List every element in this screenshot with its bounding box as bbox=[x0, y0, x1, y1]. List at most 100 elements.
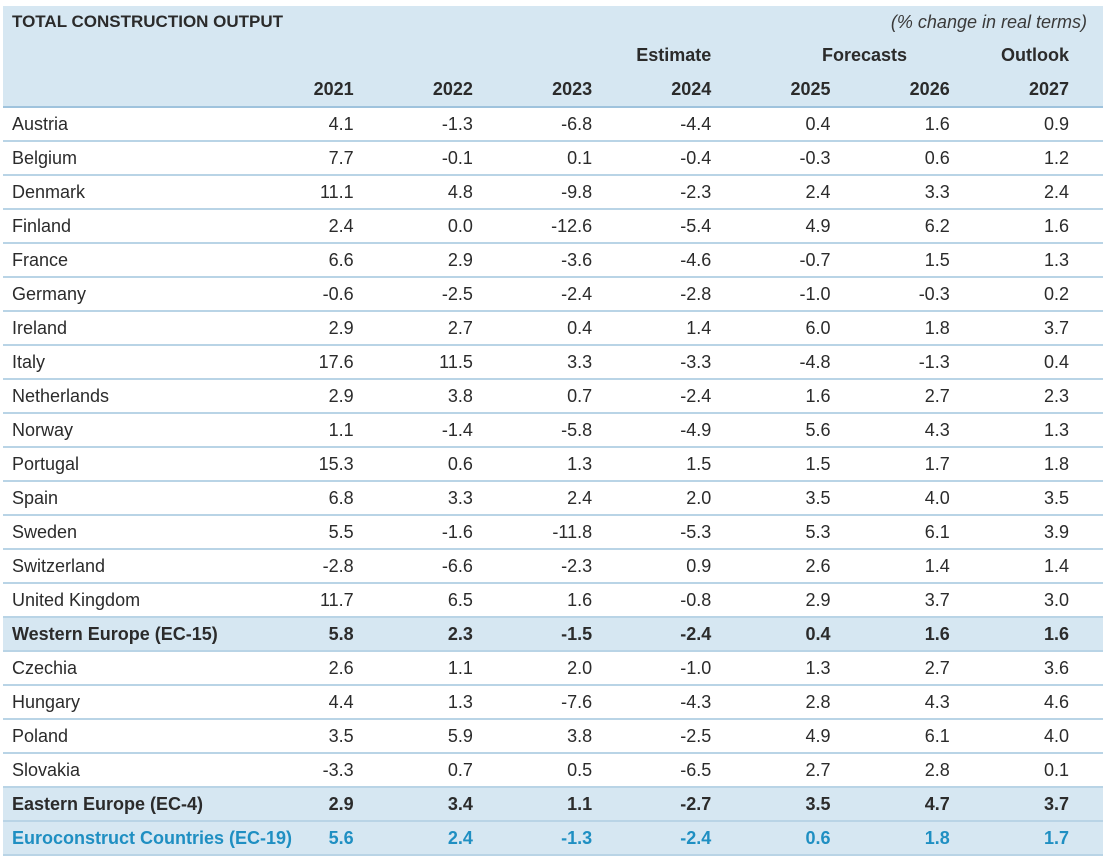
value-cell: -2.3 bbox=[626, 175, 746, 210]
value-cell: -0.6 bbox=[268, 277, 388, 312]
value-cell: -6.5 bbox=[626, 753, 746, 788]
value-cell: 11.5 bbox=[387, 345, 507, 380]
value-cell: 0.6 bbox=[745, 821, 865, 856]
row-label: Netherlands bbox=[3, 379, 269, 414]
value-cell: 3.0 bbox=[983, 583, 1103, 618]
row-label: Sweden bbox=[3, 515, 269, 550]
value-cell: -11.8 bbox=[506, 515, 627, 550]
country-row: Finland 2.4 0.0 -12.6 -5.4 4.9 6.2 1.6 bbox=[3, 209, 1103, 244]
value-cell: 2.7 bbox=[387, 311, 507, 346]
value-cell: 5.8 bbox=[268, 617, 388, 652]
value-cell: 5.6 bbox=[268, 821, 388, 856]
value-cell: 6.5 bbox=[387, 583, 507, 618]
country-row: United Kingdom 11.7 6.5 1.6 -0.8 2.9 3.7 3.0 bbox=[3, 583, 1103, 618]
value-cell: 3.4 bbox=[387, 787, 507, 822]
value-cell: 0.4 bbox=[983, 345, 1103, 380]
value-cell: -12.6 bbox=[506, 209, 627, 244]
value-cell: 2.9 bbox=[387, 243, 507, 278]
value-cell: 2.6 bbox=[268, 651, 388, 686]
value-cell: 1.5 bbox=[745, 447, 865, 482]
value-cell: -0.3 bbox=[745, 141, 865, 176]
value-cell: 4.0 bbox=[983, 719, 1103, 754]
row-label: Western Europe (EC-15) bbox=[3, 617, 269, 652]
value-cell: 2.0 bbox=[506, 651, 627, 686]
value-cell: 1.4 bbox=[626, 311, 746, 346]
value-cell: -9.8 bbox=[506, 175, 627, 210]
value-cell: 4.3 bbox=[864, 413, 984, 448]
value-cell: -1.3 bbox=[387, 107, 507, 142]
value-cell: -5.8 bbox=[506, 413, 627, 448]
value-cell: 2.4 bbox=[745, 175, 865, 210]
value-cell: -2.4 bbox=[626, 379, 746, 414]
value-cell: -2.5 bbox=[626, 719, 746, 754]
value-cell: -4.8 bbox=[745, 345, 865, 380]
value-cell: 3.7 bbox=[983, 787, 1103, 822]
country-row: Norway 1.1 -1.4 -5.8 -4.9 5.6 4.3 1.3 bbox=[3, 413, 1103, 448]
group-header-blank bbox=[506, 38, 627, 72]
construction-output-table: TOTAL CONSTRUCTION OUTPUT (% change in r… bbox=[3, 6, 1103, 856]
value-cell: -2.7 bbox=[626, 787, 746, 822]
value-cell: 5.6 bbox=[745, 413, 865, 448]
value-cell: 1.8 bbox=[864, 821, 984, 856]
value-cell: 1.6 bbox=[983, 209, 1103, 244]
country-row: Ireland 2.9 2.7 0.4 1.4 6.0 1.8 3.7 bbox=[3, 311, 1103, 346]
row-label: Finland bbox=[3, 209, 269, 244]
country-row: Netherlands 2.9 3.8 0.7 -2.4 1.6 2.7 2.3 bbox=[3, 379, 1103, 414]
country-row: Slovakia -3.3 0.7 0.5 -6.5 2.7 2.8 0.1 bbox=[3, 753, 1103, 788]
value-cell: -1.0 bbox=[745, 277, 865, 312]
value-cell: 2.3 bbox=[983, 379, 1103, 414]
value-cell: -0.8 bbox=[626, 583, 746, 618]
value-cell: 0.5 bbox=[506, 753, 627, 788]
value-cell: 1.6 bbox=[506, 583, 627, 618]
group-header-blank bbox=[387, 38, 507, 72]
row-label: Hungary bbox=[3, 685, 269, 720]
value-cell: 3.7 bbox=[983, 311, 1103, 346]
construction-output-table-container: TOTAL CONSTRUCTION OUTPUT (% change in r… bbox=[3, 6, 1103, 856]
row-label: Switzerland bbox=[3, 549, 269, 584]
value-cell: -4.4 bbox=[626, 107, 746, 142]
row-label: Portugal bbox=[3, 447, 269, 482]
value-cell: 0.9 bbox=[626, 549, 746, 584]
value-cell: -0.4 bbox=[626, 141, 746, 176]
country-row: Denmark 11.1 4.8 -9.8 -2.3 2.4 3.3 2.4 bbox=[3, 175, 1103, 210]
value-cell: -0.1 bbox=[387, 141, 507, 176]
year-header: 2024 bbox=[626, 72, 746, 108]
value-cell: 1.7 bbox=[983, 821, 1103, 856]
year-header: 2026 bbox=[864, 72, 984, 108]
value-cell: 1.3 bbox=[387, 685, 507, 720]
value-cell: -5.3 bbox=[626, 515, 746, 550]
row-label: Austria bbox=[3, 107, 269, 142]
country-row: Czechia 2.6 1.1 2.0 -1.0 1.3 2.7 3.6 bbox=[3, 651, 1103, 686]
value-cell: 1.5 bbox=[864, 243, 984, 278]
year-header: 2022 bbox=[387, 72, 507, 108]
row-label: United Kingdom bbox=[3, 583, 269, 618]
country-row: Spain 6.8 3.3 2.4 2.0 3.5 4.0 3.5 bbox=[3, 481, 1103, 516]
country-row: Italy 17.6 11.5 3.3 -3.3 -4.8 -1.3 0.4 bbox=[3, 345, 1103, 380]
country-row: Switzerland -2.8 -6.6 -2.3 0.9 2.6 1.4 1.4 bbox=[3, 549, 1103, 584]
country-row: Hungary 4.4 1.3 -7.6 -4.3 2.8 4.3 4.6 bbox=[3, 685, 1103, 720]
value-cell: 3.3 bbox=[864, 175, 984, 210]
value-cell: 6.6 bbox=[268, 243, 388, 278]
value-cell: -2.4 bbox=[626, 617, 746, 652]
value-cell: 3.3 bbox=[506, 345, 627, 380]
value-cell: -6.8 bbox=[506, 107, 627, 142]
value-cell: -1.4 bbox=[387, 413, 507, 448]
value-cell: 2.7 bbox=[864, 651, 984, 686]
value-cell: 11.1 bbox=[268, 175, 388, 210]
value-cell: 3.5 bbox=[745, 481, 865, 516]
value-cell: -0.3 bbox=[864, 277, 984, 312]
row-label: France bbox=[3, 243, 269, 278]
value-cell: 11.7 bbox=[268, 583, 388, 618]
value-cell: 3.9 bbox=[983, 515, 1103, 550]
value-cell: 1.8 bbox=[864, 311, 984, 346]
value-cell: -3.3 bbox=[626, 345, 746, 380]
row-label: Spain bbox=[3, 481, 269, 516]
value-cell: 3.5 bbox=[983, 481, 1103, 516]
value-cell: 4.1 bbox=[268, 107, 388, 142]
value-cell: 0.7 bbox=[506, 379, 627, 414]
total-row: Euroconstruct Countries (EC-19) 5.6 2.4 -1.… bbox=[3, 821, 1103, 856]
value-cell: 2.8 bbox=[864, 753, 984, 788]
value-cell: 0.0 bbox=[387, 209, 507, 244]
value-cell: 2.4 bbox=[387, 821, 507, 856]
value-cell: 0.6 bbox=[387, 447, 507, 482]
